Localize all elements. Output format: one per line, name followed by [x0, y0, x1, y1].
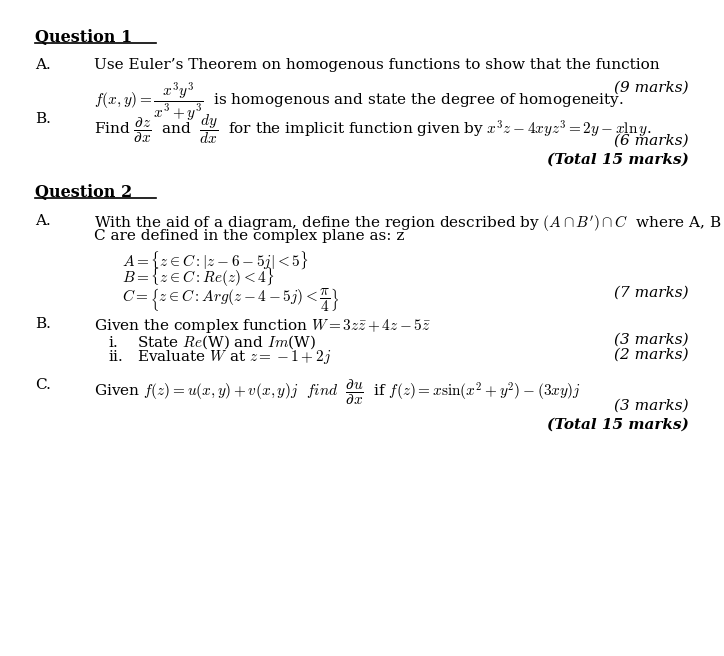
Text: A.: A. [35, 58, 51, 72]
Text: $f(x,y) = \dfrac{x^3y^3}{x^3+y^3}$  is homogenous and state the degree of homoge: $f(x,y) = \dfrac{x^3y^3}{x^3+y^3}$ is ho… [94, 81, 624, 123]
Text: (9 marks): (9 marks) [614, 81, 689, 94]
Text: i.    State $\mathit{Re}$(W) and $\mathit{Im}$(W): i. State $\mathit{Re}$(W) and $\mathit{I… [109, 333, 316, 351]
Text: Question 1: Question 1 [35, 30, 132, 47]
Text: Question 2: Question 2 [35, 184, 132, 201]
Text: Given the complex function $W = 3z\bar{z} + 4z - 5\bar{z}$: Given the complex function $W = 3z\bar{z… [94, 318, 432, 335]
Text: ii.   Evaluate $W$ at $z = -1 + 2j$: ii. Evaluate $W$ at $z = -1 + 2j$ [109, 348, 332, 366]
Text: A.: A. [35, 214, 51, 228]
Text: $B = \{z \in C :  Re(z) < 4\}$: $B = \{z \in C : Re(z) < 4\}$ [122, 265, 275, 289]
Text: (Total 15 marks): (Total 15 marks) [547, 153, 689, 167]
Text: (6 marks): (6 marks) [614, 134, 689, 148]
Text: (3 marks): (3 marks) [614, 333, 689, 347]
Text: C.: C. [35, 379, 51, 392]
Text: B.: B. [35, 318, 51, 331]
Text: $C = \left\{z \in C :  Arg(z - 4 - 5j) < \dfrac{\pi}{4}\right\}$: $C = \left\{z \in C : Arg(z - 4 - 5j) < … [122, 286, 340, 313]
Text: With the aid of a diagram, define the region described by $(A \cap B^{\prime}) \: With the aid of a diagram, define the re… [94, 214, 724, 234]
Text: (Total 15 marks): (Total 15 marks) [547, 417, 689, 432]
Text: (3 marks): (3 marks) [614, 399, 689, 413]
Text: (2 marks): (2 marks) [614, 348, 689, 362]
Text: Use Euler’s Theorem on homogenous functions to show that the function: Use Euler’s Theorem on homogenous functi… [94, 58, 660, 72]
Text: (7 marks): (7 marks) [614, 286, 689, 300]
Text: Given $f(z) = u(x,y) + v(x,y)j$  $find$  $\dfrac{\partial u}{\partial x}$  if $f: Given $f(z) = u(x,y) + v(x,y)j$ $find$ $… [94, 379, 581, 407]
Text: C are defined in the complex plane as: z: C are defined in the complex plane as: z [94, 229, 405, 243]
Text: Find $\dfrac{\partial z}{\partial x}$  and  $\dfrac{dy}{dx}$  for the implicit f: Find $\dfrac{\partial z}{\partial x}$ an… [94, 112, 652, 146]
Text: $A = \{z \in C : |z - 6 - 5j| < 5\}$: $A = \{z \in C : |z - 6 - 5j| < 5\}$ [122, 250, 308, 272]
Text: B.: B. [35, 112, 51, 126]
